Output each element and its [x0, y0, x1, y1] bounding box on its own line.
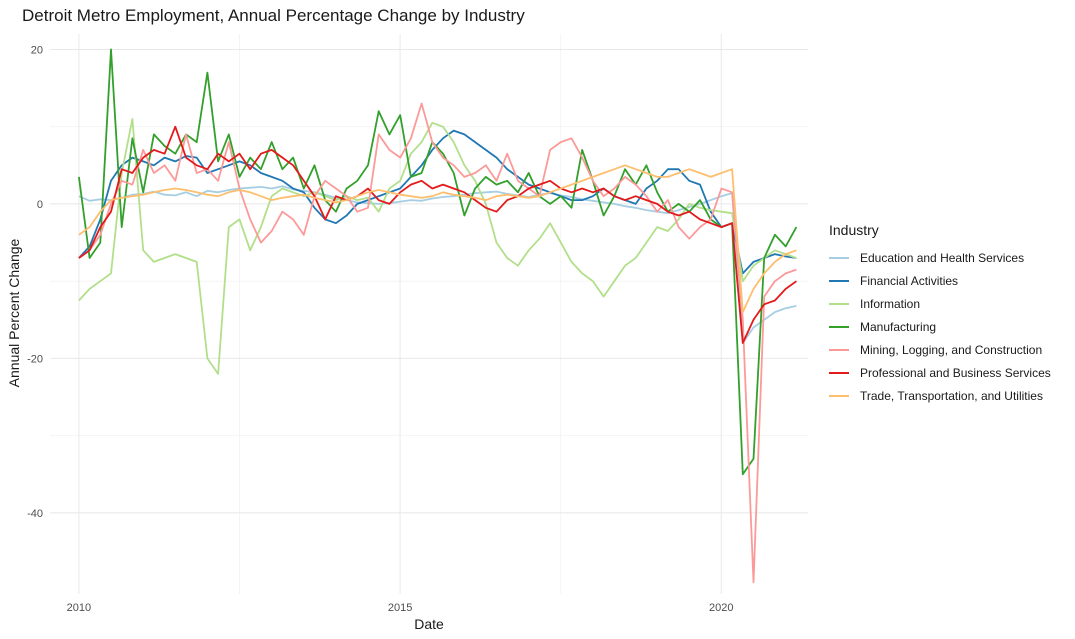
legend-label: Financial Activities: [860, 273, 959, 288]
legend-key: [829, 394, 849, 397]
legend-item: Financial Activities: [829, 269, 1051, 292]
legend-title: Industry: [829, 222, 879, 238]
legend-item: Information: [829, 292, 1051, 315]
legend: Industry Education and Health Services Fi…: [829, 222, 1051, 407]
legend-label: Professional and Business Services: [860, 365, 1051, 380]
series-line-manufacturing: [78, 48, 798, 476]
y-tick-label: -20: [27, 353, 43, 365]
legend-item: Mining, Logging, and Construction: [829, 338, 1051, 361]
legend-key: [829, 256, 849, 259]
x-tick-label: 2020: [709, 602, 733, 614]
legend-item: Professional and Business Services: [829, 361, 1051, 384]
legend-label: Mining, Logging, and Construction: [860, 342, 1043, 357]
legend-key: [829, 348, 849, 351]
chart-title: Detroit Metro Employment, Annual Percent…: [22, 6, 525, 25]
y-tick-label: 20: [31, 44, 43, 56]
x-axis-title: Date: [414, 616, 444, 632]
legend-label: Manufacturing: [860, 319, 937, 334]
x-tick-label: 2015: [388, 602, 412, 614]
legend-label: Trade, Transportation, and Utilities: [860, 388, 1043, 403]
gridlines: [50, 34, 808, 594]
series-line-trade-transportation-and-utilities: [78, 164, 797, 314]
x-axis-ticks: 2010 2015 2020: [67, 602, 734, 614]
series-line-financial-activities: [78, 129, 797, 275]
x-tick-label: 2010: [67, 602, 91, 614]
y-tick-label: 0: [37, 199, 43, 211]
legend-key: [829, 325, 849, 328]
legend-item: Education and Health Services: [829, 246, 1051, 269]
legend-item: Manufacturing: [829, 315, 1051, 338]
y-axis-ticks: 20 0 -20 -40: [27, 44, 43, 519]
legend-item: Trade, Transportation, and Utilities: [829, 384, 1051, 407]
legend-label: Information: [860, 296, 921, 311]
legend-key: [829, 302, 849, 305]
legend-key: [829, 279, 849, 282]
legend-items: Education and Health Services Financial A…: [829, 246, 1051, 407]
legend-label: Education and Health Services: [860, 250, 1025, 265]
y-tick-label: -40: [27, 508, 43, 520]
series-lines: [78, 48, 798, 584]
series-line-mining-logging-and-construction: [78, 102, 797, 584]
series-line-education-and-health-services: [78, 185, 797, 344]
y-axis-title: Annual Percent Change: [6, 238, 22, 387]
series-line-professional-and-business-services: [78, 125, 797, 344]
legend-key: [829, 371, 849, 374]
